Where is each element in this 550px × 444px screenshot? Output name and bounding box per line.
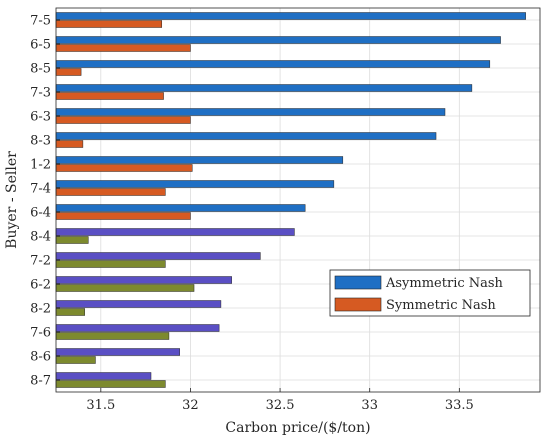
bar-symmetric-nash xyxy=(55,212,191,220)
x-tick-label: 32 xyxy=(182,398,199,413)
y-tick-label: 7-5 xyxy=(30,14,51,29)
bar-asymmetric-nash xyxy=(55,132,437,140)
bar-asymmetric-nash xyxy=(55,36,501,44)
bar-symmetric-nash xyxy=(55,116,191,124)
plot-frame xyxy=(55,7,541,393)
bar-asymmetric-nash xyxy=(55,60,491,68)
x-ticks: 31.5 32 32.5 33 33.5 xyxy=(86,388,474,413)
y-tick-label: 8-5 xyxy=(30,62,51,77)
bar-symmetric-nash xyxy=(55,92,164,100)
y-tick-label: 8-4 xyxy=(30,230,51,245)
y-tick-label: 8-2 xyxy=(30,302,51,317)
bar-symmetric-nash xyxy=(55,356,96,364)
y-tick-label: 7-4 xyxy=(30,182,51,197)
x-tick-label: 32.5 xyxy=(266,398,295,413)
bar-symmetric-nash xyxy=(55,284,195,292)
bar-symmetric-nash xyxy=(55,308,85,316)
x-tick-label: 33 xyxy=(361,398,378,413)
bar-asymmetric-nash xyxy=(55,324,220,332)
y-tick-label: 8-6 xyxy=(30,350,51,365)
bar-symmetric-nash xyxy=(55,68,82,76)
bar-symmetric-nash xyxy=(55,380,166,388)
bar-asymmetric-nash xyxy=(55,228,295,236)
y-tick-label: 6-2 xyxy=(30,278,51,293)
y-tick-label: 7-2 xyxy=(30,254,51,269)
bar-symmetric-nash xyxy=(55,140,84,148)
bars xyxy=(55,12,526,388)
bar-asymmetric-nash xyxy=(55,348,180,356)
legend-swatch-symmetric xyxy=(334,297,382,312)
bar-symmetric-nash xyxy=(55,260,166,268)
bar-asymmetric-nash xyxy=(55,276,232,284)
y-tick-label: 8-7 xyxy=(30,374,51,389)
y-tick-label: 8-3 xyxy=(30,134,51,149)
y-axis-label: Buyer - Seller xyxy=(4,151,20,249)
bar-asymmetric-nash xyxy=(55,300,222,308)
y-tick-label: 7-3 xyxy=(30,86,51,101)
bar-symmetric-nash xyxy=(55,188,166,196)
bar-symmetric-nash xyxy=(55,332,170,340)
grid xyxy=(56,8,540,392)
bar-symmetric-nash xyxy=(55,20,163,28)
y-tick-label: 6-3 xyxy=(30,110,51,125)
x-tick-label: 31.5 xyxy=(86,398,115,413)
bar-symmetric-nash xyxy=(55,164,193,172)
y-tick-label: 1-2 xyxy=(30,158,51,173)
bar-asymmetric-nash xyxy=(55,372,152,380)
legend-label-symmetric: Symmetric Nash xyxy=(386,298,496,313)
bar-asymmetric-nash xyxy=(55,84,473,92)
bar-asymmetric-nash xyxy=(55,180,335,188)
bar-asymmetric-nash xyxy=(55,252,261,260)
legend-swatch-asymmetric xyxy=(334,275,382,290)
x-axis-label: Carbon price/($/ton) xyxy=(225,420,370,436)
y-tick-label: 7-6 xyxy=(30,326,51,341)
bar-asymmetric-nash xyxy=(55,204,306,212)
bar-asymmetric-nash xyxy=(55,12,526,20)
y-tick-label: 6-5 xyxy=(30,38,51,53)
legend-label-asymmetric: Asymmetric Nash xyxy=(385,276,504,291)
y-ticks: 7-5 6-5 8-5 7-3 6-3 8-3 1-2 7-4 6-4 8-4 7-2 6-2 8-2 7… xyxy=(30,14,60,389)
y-tick-label: 6-4 xyxy=(30,206,51,221)
bar-symmetric-nash xyxy=(55,44,191,52)
x-tick-label: 33.5 xyxy=(445,398,474,413)
legend: Asymmetric Nash Symmetric Nash xyxy=(329,269,531,317)
bar-symmetric-nash xyxy=(55,236,89,244)
bar-asymmetric-nash xyxy=(55,108,446,116)
bar-asymmetric-nash xyxy=(55,156,344,164)
